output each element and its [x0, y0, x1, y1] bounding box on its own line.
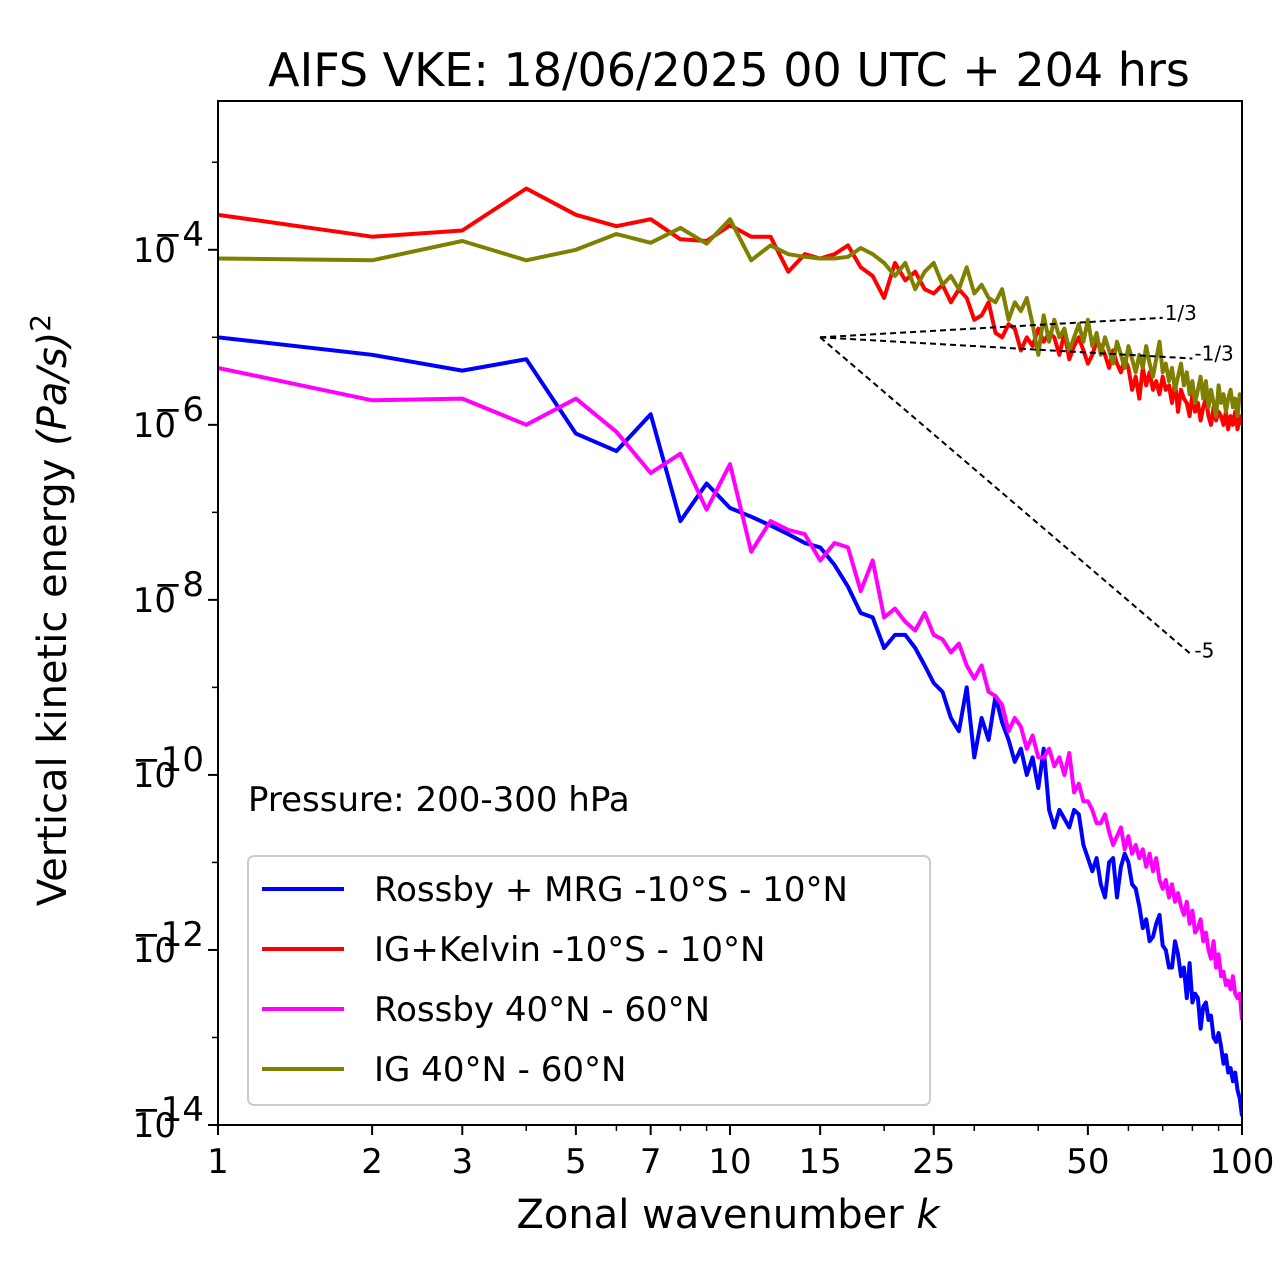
x-axis-label: Zonal wavenumber k — [516, 1192, 941, 1238]
y-tick-exp-2: −8 — [154, 565, 204, 605]
y-tick-label-4: 10 — [133, 931, 176, 971]
y-tick-label-0: 10 — [133, 231, 176, 271]
y-tick-label-1: 10 — [133, 406, 176, 446]
pressure-annotation: Pressure: 200-300 hPa — [248, 780, 630, 820]
legend-label-3: IG 40°N - 60°N — [374, 1050, 626, 1090]
y-tick-label-2: 10 — [133, 581, 176, 621]
x-tick-label-8: 50 — [1066, 1142, 1109, 1182]
plot-frame — [217, 100, 1243, 1126]
legend: Rossby + MRG -10°S - 10°N IG+Kelvin -10°S… — [247, 855, 931, 1106]
tick-layer: 1 2 3 5 7 10 15 25 50 10010−410−610−810−1010−1210… — [132, 161, 1275, 1182]
series-line-1 — [218, 186, 1242, 432]
y-tick-exp-0: −4 — [154, 215, 204, 255]
slope-layer: 1/3 -1/3 -5 — [819, 301, 1234, 662]
y-axis-label-text: Vertical kinetic energy — [30, 459, 76, 907]
x-tick-label-6: 15 — [799, 1142, 842, 1182]
x-tick-label-4: 7 — [640, 1142, 662, 1182]
slope-label-2: -5 — [1194, 638, 1214, 662]
chart-title: AIFS VKE: 18/06/2025 00 UTC + 204 hrs — [268, 43, 1190, 97]
y-tick-exp-5: −14 — [132, 1090, 204, 1130]
y-tick-exp-4: −12 — [132, 915, 204, 955]
y-tick-exp-3: −10 — [132, 740, 204, 780]
x-tick-label-3: 5 — [565, 1142, 587, 1182]
slope-line-1 — [820, 336, 1193, 360]
legend-box — [247, 855, 931, 1106]
y-axis-label: Vertical kinetic energy (Pa/s)2 — [24, 314, 76, 906]
y-tick-label-3: 10 — [133, 756, 176, 796]
legend-label-1: IG+Kelvin -10°S - 10°N — [374, 930, 765, 970]
legend-label-0: Rossby + MRG -10°S - 10°N — [374, 870, 848, 910]
x-tick-label-1: 2 — [361, 1142, 383, 1182]
slope-label-1: -1/3 — [1194, 341, 1233, 365]
slope-label-0: 1/3 — [1165, 301, 1197, 325]
x-tick-label-7: 25 — [912, 1142, 955, 1182]
y-axis-label-units: (Pa/s) — [30, 332, 76, 446]
y-axis-label-exp: 2 — [24, 314, 57, 332]
x-tick-label-9: 100 — [1210, 1142, 1275, 1182]
x-axis-label-text: Zonal wavenumber — [516, 1192, 904, 1238]
y-tick-label-5: 10 — [133, 1106, 176, 1146]
slope-line-2 — [819, 336, 1194, 657]
series-line-2 — [218, 365, 1242, 1021]
slope-line-0 — [820, 316, 1163, 339]
series-line-3 — [218, 217, 1242, 419]
legend-label-2: Rossby 40°N - 60°N — [374, 990, 710, 1030]
series-layer — [218, 186, 1242, 1117]
x-axis-label-var: k — [916, 1192, 941, 1238]
x-tick-label-5: 10 — [708, 1142, 751, 1182]
series-line-0 — [218, 335, 1242, 1117]
x-tick-label-2: 3 — [451, 1142, 473, 1182]
y-tick-exp-1: −6 — [154, 390, 204, 430]
x-tick-label-0: 1 — [207, 1142, 229, 1182]
